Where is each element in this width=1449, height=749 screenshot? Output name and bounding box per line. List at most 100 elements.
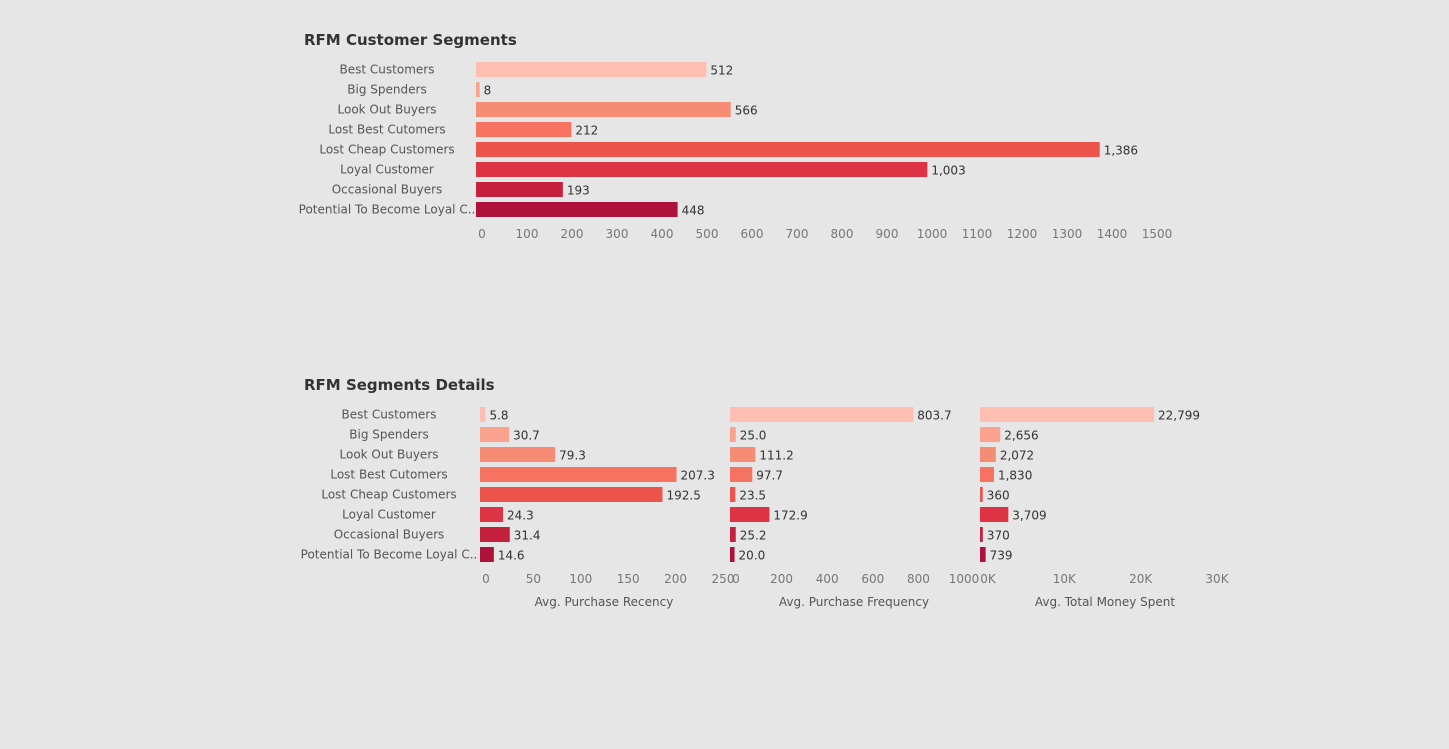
x-tick-label: 250 <box>712 572 735 586</box>
x-tick-label: 150 <box>617 572 640 586</box>
data-label: 20.0 <box>739 549 766 563</box>
x-axis-title: Avg. Total Money Spent <box>1035 595 1176 609</box>
x-tick-label: 200 <box>770 572 793 586</box>
bar <box>980 427 1001 442</box>
x-tick-label: 0 <box>732 572 740 586</box>
data-label: 79.3 <box>559 449 586 463</box>
x-tick-label: 50 <box>526 572 541 586</box>
data-label: 23.5 <box>739 489 766 503</box>
category-label: Lost Cheap Customers <box>319 143 454 157</box>
data-label: 448 <box>682 204 705 218</box>
data-label: 1,830 <box>998 469 1032 483</box>
data-label: 8 <box>484 84 492 98</box>
bar <box>476 62 707 77</box>
data-label: 111.2 <box>759 449 793 463</box>
x-tick-label: 400 <box>651 227 674 241</box>
bar <box>980 507 1009 522</box>
category-label: Look Out Buyers <box>338 103 437 117</box>
bar <box>730 527 736 542</box>
x-tick-label: 600 <box>861 572 884 586</box>
x-tick-label: 1500 <box>1142 227 1173 241</box>
category-label: Occasional Buyers <box>334 528 445 542</box>
x-tick-label: 100 <box>516 227 539 241</box>
x-tick-label: 600 <box>741 227 764 241</box>
data-label: 370 <box>987 529 1010 543</box>
category-label: Lost Cheap Customers <box>321 488 456 502</box>
segments-bar-chart: Best Customers 512 Big Spenders 8 Look Out B… <box>299 62 1173 241</box>
category-label: Big Spenders <box>347 83 426 97</box>
bar <box>980 407 1155 422</box>
bar <box>480 467 677 482</box>
bar <box>476 122 572 137</box>
data-label: 360 <box>987 489 1010 503</box>
bar <box>480 447 556 462</box>
category-label: Potential To Become Loyal C.. <box>301 548 478 562</box>
bar <box>980 447 996 462</box>
data-label: 2,072 <box>1000 449 1034 463</box>
x-tick-label: 0 <box>478 227 486 241</box>
x-tick-label: 800 <box>907 572 930 586</box>
chart-title-segments: RFM Customer Segments <box>304 31 517 49</box>
bar <box>476 142 1100 157</box>
bar <box>730 447 756 462</box>
data-label: 97.7 <box>756 469 783 483</box>
x-tick-label: 1100 <box>962 227 993 241</box>
chart-title-segment-details: RFM Segments Details <box>304 376 495 394</box>
bar <box>730 487 736 502</box>
data-label: 512 <box>710 64 733 78</box>
category-label: Best Customers <box>340 63 435 77</box>
category-label: Potential To Become Loyal C.. <box>299 203 476 217</box>
bar <box>730 407 914 422</box>
x-tick-label: 700 <box>786 227 809 241</box>
x-tick-label: 1300 <box>1052 227 1083 241</box>
bar <box>476 162 928 177</box>
bar <box>476 102 731 117</box>
x-tick-label: 100 <box>569 572 592 586</box>
category-label: Occasional Buyers <box>332 183 443 197</box>
category-label: Lost Best Cutomers <box>330 468 447 482</box>
bar <box>730 547 735 562</box>
bar <box>980 547 986 562</box>
x-tick-label: 400 <box>816 572 839 586</box>
category-label: Best Customers <box>342 408 437 422</box>
data-label: 22,799 <box>1158 409 1200 423</box>
data-label: 192.5 <box>666 489 700 503</box>
bar <box>980 487 983 502</box>
bar <box>730 507 770 522</box>
data-label: 25.0 <box>740 429 767 443</box>
x-tick-label: 0K <box>980 572 997 586</box>
bar <box>480 407 486 422</box>
x-tick-label: 20K <box>1129 572 1153 586</box>
x-tick-label: 1000 <box>917 227 948 241</box>
data-label: 1,386 <box>1104 144 1138 158</box>
x-tick-label: 300 <box>606 227 629 241</box>
x-tick-label: 900 <box>876 227 899 241</box>
data-label: 30.7 <box>513 429 540 443</box>
category-label: Loyal Customer <box>342 508 436 522</box>
data-label: 31.4 <box>514 529 541 543</box>
category-label: Loyal Customer <box>340 163 434 177</box>
data-label: 803.7 <box>917 409 951 423</box>
data-label: 212 <box>575 124 598 138</box>
x-tick-label: 200 <box>664 572 687 586</box>
bar <box>730 427 736 442</box>
bar <box>730 467 753 482</box>
bar <box>480 547 494 562</box>
bar <box>480 507 504 522</box>
data-label: 1,003 <box>931 164 965 178</box>
data-label: 207.3 <box>681 469 715 483</box>
x-axis-title: Avg. Purchase Recency <box>535 595 674 609</box>
x-tick-label: 800 <box>831 227 854 241</box>
bar <box>476 82 480 97</box>
data-label: 5.8 <box>489 409 508 423</box>
data-label: 24.3 <box>507 509 534 523</box>
x-tick-label: 1000 <box>949 572 980 586</box>
data-label: 3,709 <box>1012 509 1046 523</box>
x-tick-label: 200 <box>561 227 584 241</box>
data-label: 25.2 <box>740 529 767 543</box>
x-tick-label: 1400 <box>1097 227 1128 241</box>
bar <box>980 467 994 482</box>
x-tick-label: 500 <box>696 227 719 241</box>
data-label: 14.6 <box>498 549 525 563</box>
data-label: 2,656 <box>1004 429 1038 443</box>
